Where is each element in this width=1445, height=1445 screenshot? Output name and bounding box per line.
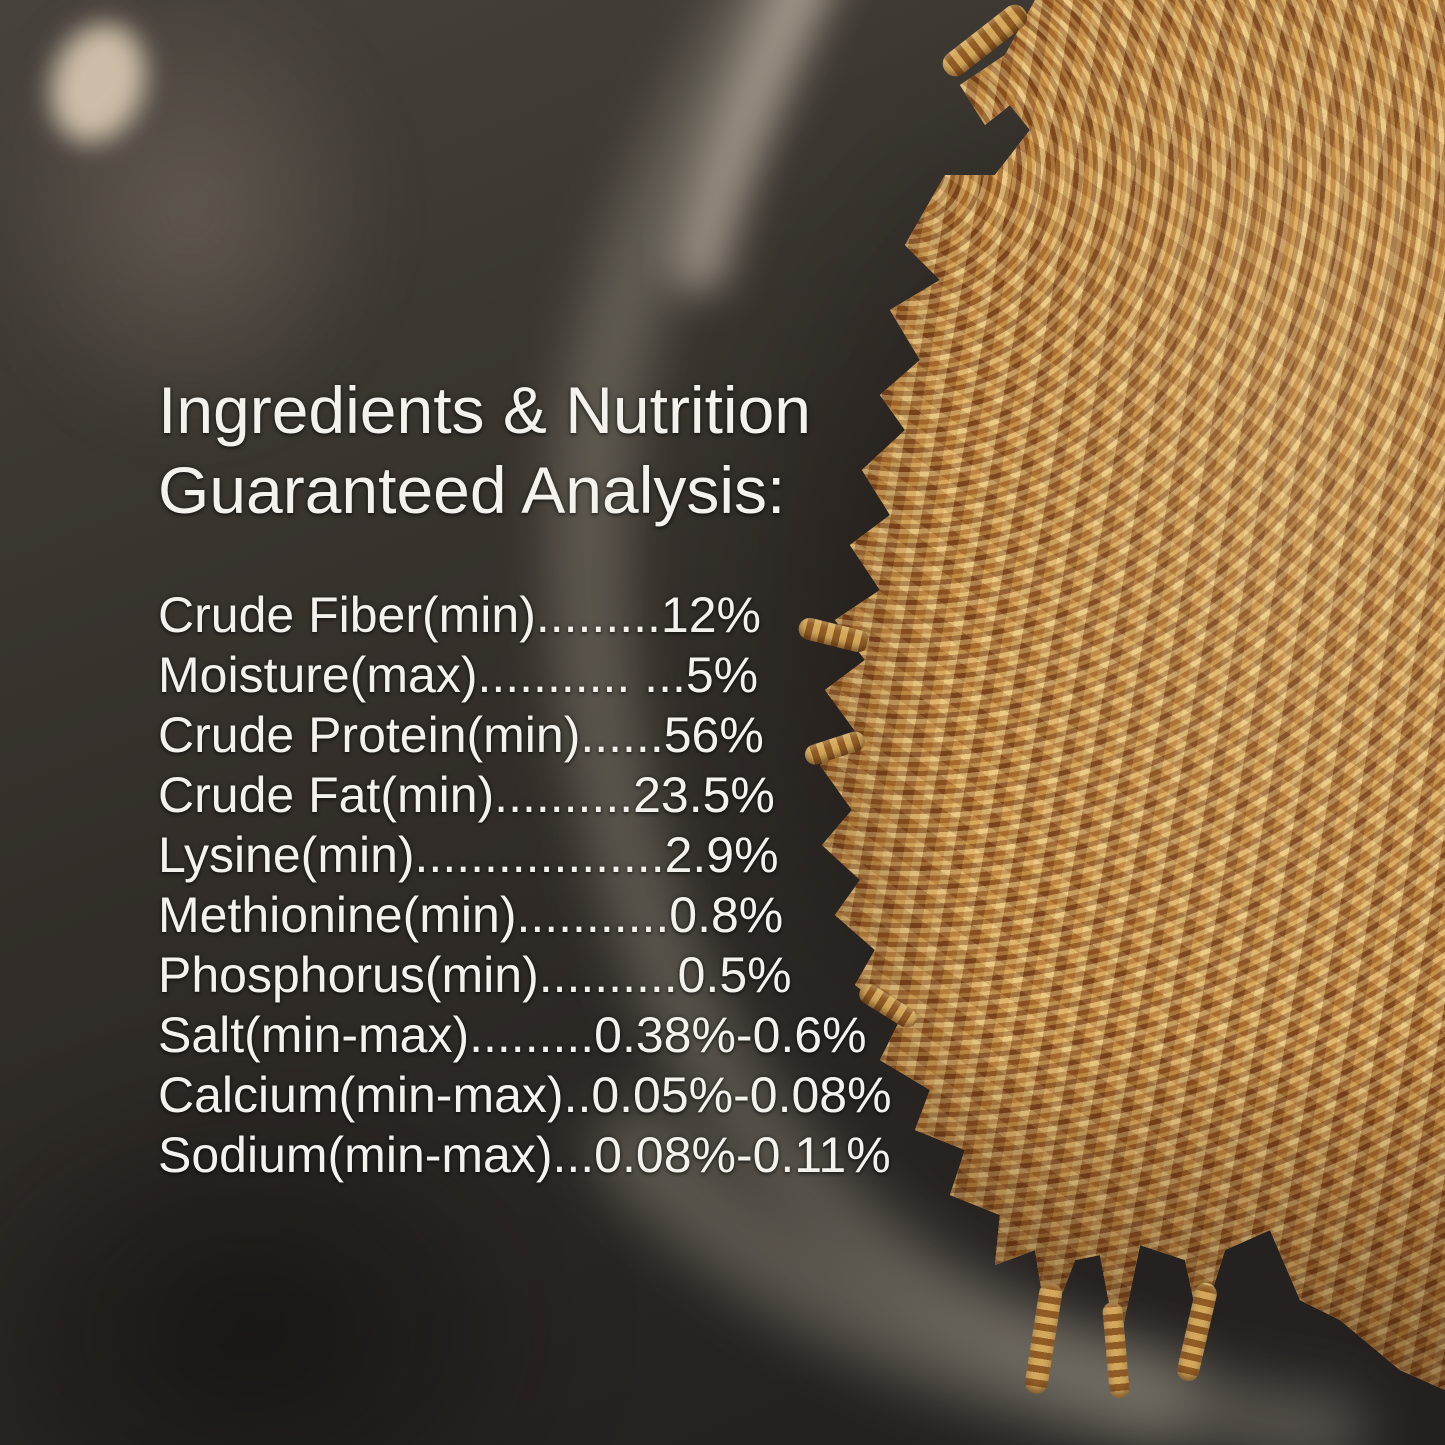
section-title: Ingredients & Nutrition Guaranteed Analy… (158, 370, 811, 530)
analysis-line-crude-fiber: Crude Fiber(min).........12% (158, 587, 761, 643)
analysis-line-moisture: Moisture(max)........... ...5% (158, 647, 759, 703)
analysis-line-salt: Salt(min-max).........0.38%-0.6% (158, 1007, 867, 1063)
analysis-line-calcium: Calcium(min-max)..0.05%-0.08% (158, 1067, 892, 1123)
analysis-line-lysine: Lysine(min)..................2.9% (158, 827, 779, 883)
title-line-2: Guaranteed Analysis: (158, 453, 786, 527)
guaranteed-analysis-list: Crude Fiber(min).........12% Moisture(ma… (158, 585, 892, 1185)
analysis-line-sodium: Sodium(min-max)...0.08%-0.11% (158, 1127, 891, 1183)
analysis-line-phosphorus: Phosphorus(min)..........0.5% (158, 947, 792, 1003)
analysis-line-methionine: Methionine(min)...........0.8% (158, 887, 784, 943)
analysis-line-crude-protein: Crude Protein(min)......56% (158, 707, 764, 763)
analysis-line-crude-fat: Crude Fat(min)..........23.5% (158, 767, 775, 823)
title-line-1: Ingredients & Nutrition (158, 373, 812, 447)
